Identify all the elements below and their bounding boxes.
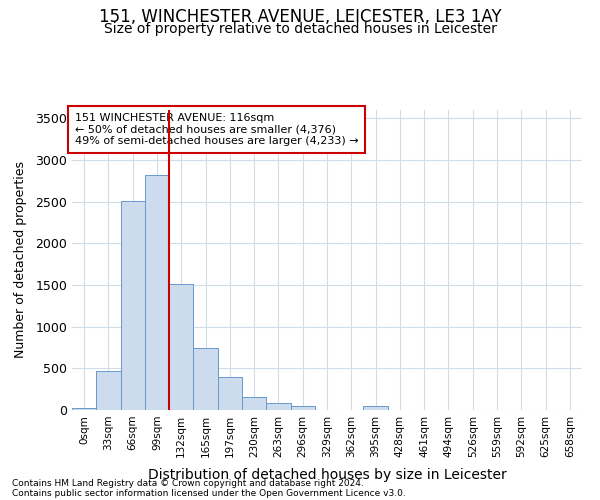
Bar xyxy=(169,284,193,410)
Bar xyxy=(364,406,388,410)
Bar xyxy=(242,397,266,410)
Bar xyxy=(266,402,290,410)
Bar xyxy=(121,201,145,410)
Bar xyxy=(72,408,96,410)
X-axis label: Distribution of detached houses by size in Leicester: Distribution of detached houses by size … xyxy=(148,468,506,482)
Text: Contains HM Land Registry data © Crown copyright and database right 2024.: Contains HM Land Registry data © Crown c… xyxy=(12,478,364,488)
Y-axis label: Number of detached properties: Number of detached properties xyxy=(14,162,27,358)
Bar xyxy=(218,376,242,410)
Bar xyxy=(96,371,121,410)
Bar xyxy=(193,348,218,410)
Bar xyxy=(290,406,315,410)
Text: Size of property relative to detached houses in Leicester: Size of property relative to detached ho… xyxy=(104,22,496,36)
Bar xyxy=(145,175,169,410)
Text: 151 WINCHESTER AVENUE: 116sqm
← 50% of detached houses are smaller (4,376)
49% o: 151 WINCHESTER AVENUE: 116sqm ← 50% of d… xyxy=(74,113,358,146)
Text: 151, WINCHESTER AVENUE, LEICESTER, LE3 1AY: 151, WINCHESTER AVENUE, LEICESTER, LE3 1… xyxy=(98,8,502,26)
Text: Contains public sector information licensed under the Open Government Licence v3: Contains public sector information licen… xyxy=(12,488,406,498)
